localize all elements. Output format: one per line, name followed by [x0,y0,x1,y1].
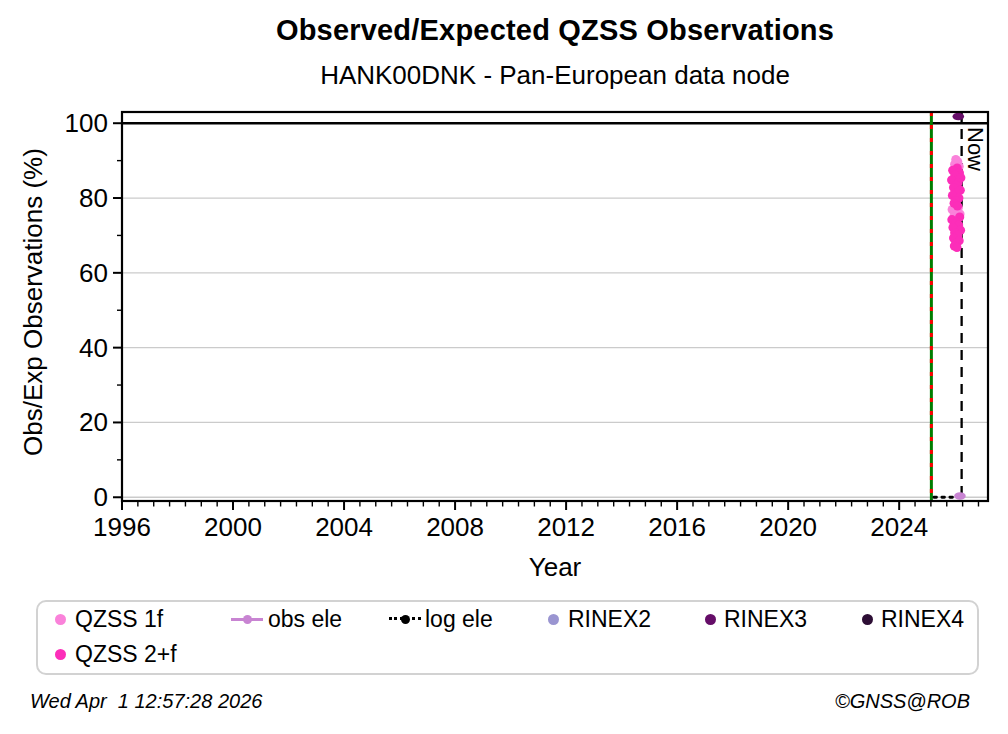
now-line-label: Now [962,127,988,171]
plot-area [0,0,1008,596]
legend-label-rinex2: RINEX2 [568,607,651,631]
legend-label-log-ele: log ele [425,607,493,631]
y-tick-label: 100 [22,108,108,138]
legend: QZSS 1f obs ele log ele RINEX2 RINEX3 RINEX4 Q… [36,600,979,675]
x-tick-label: 2020 [728,512,848,542]
series-rinex3 [953,113,965,121]
x-tick-label: 2024 [839,512,959,542]
series-obs-ele [954,492,966,500]
legend-label-obs-ele: obs ele [268,607,342,631]
data-point [954,492,966,500]
data-point [953,113,965,121]
legend-marker-obs-ele [243,615,252,624]
y-tick-label: 60 [22,258,108,288]
legend-marker-qzss-2-f [55,649,66,660]
x-tick-label: 2008 [395,512,515,542]
y-tick-label: 20 [22,407,108,437]
legend-label-qzss-1f: QZSS 1f [75,607,163,631]
y-tick-label: 40 [22,333,108,363]
legend-marker-rinex2 [548,614,559,625]
x-tick-label: 2000 [173,512,293,542]
legend-label-rinex4: RINEX4 [881,607,964,631]
y-tick-label: 0 [22,482,108,512]
legend-label-rinex3: RINEX3 [724,607,807,631]
copyright: ©GNSS@ROB [835,690,970,713]
legend-label-qzss-2-f: QZSS 2+f [75,642,177,666]
plot-border [122,112,988,501]
legend-marker-rinex3 [705,614,716,625]
x-tick-label: 1996 [62,512,182,542]
x-tick-label: 2016 [617,512,737,542]
data-point [952,243,961,252]
x-tick-label: 2012 [506,512,626,542]
legend-marker-log-ele [401,615,410,624]
y-tick-label: 80 [22,183,108,213]
qzss-observations-plot-page: Observed/Expected QZSS Observations HANK… [0,0,1008,734]
legend-marker-rinex4 [862,614,873,625]
legend-marker-qzss-1f [55,614,66,625]
data-point [953,201,962,210]
plot-timestamp: Wed Apr 1 12:57:28 2026 [30,690,262,713]
x-tick-label: 2004 [284,512,404,542]
